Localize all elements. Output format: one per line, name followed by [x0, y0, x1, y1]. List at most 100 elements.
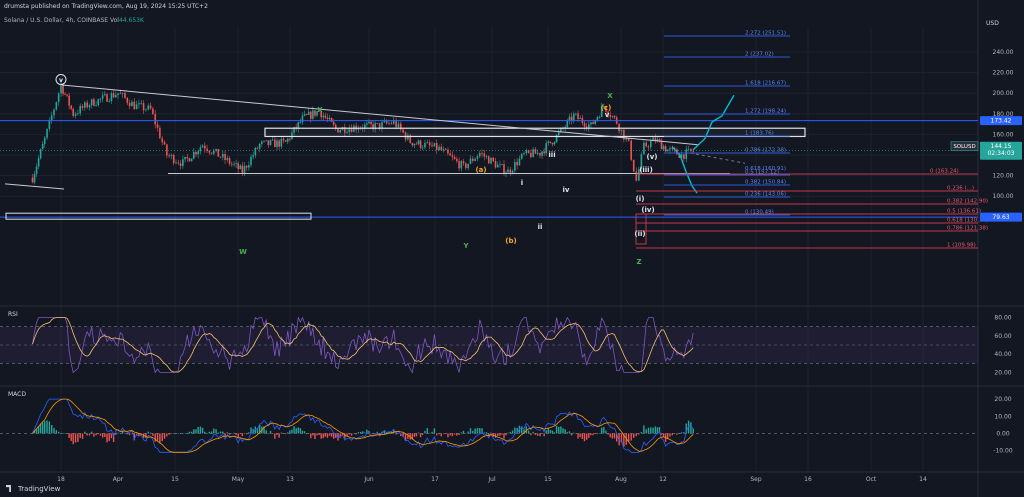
macd-hist-bar-9: [50, 425, 53, 434]
macd-hist-bar-242: [566, 432, 569, 434]
macd-hist-bar-199: [472, 430, 474, 434]
candle-body-79: [208, 150, 211, 153]
currency-label[interactable]: USD: [986, 20, 999, 27]
macd-hist-bar-196: [465, 433, 467, 434]
macd-hist-bar-262: [609, 433, 611, 438]
macd-hist-bar-59: [163, 433, 166, 439]
macd-hist-bar-14: [62, 433, 64, 434]
macd-hist-bar-110: [276, 433, 278, 435]
macd-hist-bar-89: [231, 433, 233, 434]
candle-body-42: [124, 93, 126, 98]
time-tick-4: 13: [286, 476, 294, 483]
macd-hist-bar-235: [551, 430, 554, 434]
macd-hist-bar-145: [350, 433, 353, 436]
macd-hist-bar-153: [368, 430, 370, 434]
macd-hist-bar-240: [562, 428, 564, 434]
macd-hist-bar-148: [357, 432, 360, 434]
candle-body-48: [138, 103, 140, 105]
macd-hist-bar-68: [184, 433, 186, 434]
wave-v-circle: [55, 74, 67, 85]
macd-hist-bar-115: [287, 432, 289, 434]
candle-body-159: [381, 122, 383, 129]
candle-body-154: [370, 121, 372, 125]
last-price-badge: [980, 141, 1022, 160]
candle-body-288: [669, 148, 671, 150]
candle-body-121: [299, 121, 302, 123]
macd-hist-bar-46: [133, 433, 135, 441]
candle-body-155: [372, 124, 374, 130]
candle-body-31: [99, 98, 102, 100]
candle-body-181: [431, 145, 433, 147]
candle-body-185: [440, 146, 443, 151]
publisher-line: drumsta published on TradingView.com, Au…: [4, 3, 208, 10]
macd-hist-bar-12: [57, 431, 60, 434]
macd-hist-bar-23: [81, 433, 84, 439]
macd-hist-bar-127: [312, 433, 314, 436]
macd-hist-bar-191: [453, 433, 456, 435]
macd-hist-bar-62: [170, 433, 173, 434]
candle-body-222: [523, 153, 525, 154]
candle-body-156: [374, 123, 376, 130]
candle-body-261: [607, 111, 609, 116]
projection-up: [692, 94, 735, 151]
macd-hist-bar-108: [271, 433, 274, 434]
macd-hist-bar-27: [90, 431, 93, 434]
candle-body-209: [494, 161, 497, 168]
price-tick-3: 180.00: [993, 111, 1014, 118]
candle-body-294: [683, 154, 685, 159]
macd-hist-bar-283: [658, 427, 661, 434]
candle-body-114: [284, 140, 287, 142]
macd-hist-bar-75: [199, 426, 202, 434]
candle-body-224: [527, 150, 530, 153]
macd-hist-bar-3: [37, 426, 40, 434]
candle-body-95: [243, 165, 246, 173]
symbol-legend[interactable]: Solana / U.S. Dollar, 4h, COINBASE Vol44…: [4, 17, 144, 24]
macd-hist-bar-239: [560, 426, 562, 434]
candle-body-176: [419, 140, 422, 148]
macd-hist-bar-43: [126, 433, 129, 435]
candle-body-93: [239, 165, 242, 169]
candle-body-116: [289, 138, 291, 140]
macd-hist-bar-91: [235, 433, 237, 435]
candle-body-82: [215, 148, 217, 151]
macd-hist-bar-264: [613, 433, 616, 439]
macd-hist-bar-174: [415, 433, 418, 437]
volume-label: Vol: [110, 17, 119, 24]
tradingview-brand[interactable]: TradingView: [6, 485, 60, 493]
macd-hist-bar-268: [623, 433, 625, 447]
macd-hist-bar-101: [256, 427, 259, 434]
dashed-projection: [689, 152, 746, 164]
candle-body-59: [163, 142, 166, 145]
candle-body-223: [525, 150, 528, 154]
macd-hist-bar-95: [243, 433, 246, 434]
macd-hist-bar-272: [633, 433, 635, 438]
macd-hist-bar-117: [291, 429, 293, 434]
macd-hist-bar-218: [514, 427, 516, 434]
macd-hist-bar-76: [201, 427, 204, 434]
candle-body-40: [119, 93, 122, 95]
candle-body-183: [435, 143, 438, 151]
macd-hist-bar-99: [252, 428, 254, 434]
macd-hist-bar-79: [208, 431, 211, 434]
candle-body-2: [35, 166, 38, 174]
candle-body-18: [70, 105, 72, 109]
wave-label-11: iii: [548, 151, 555, 159]
macd-hist-bar-275: [640, 432, 643, 434]
macd-hist-bar-98: [250, 427, 252, 434]
time-tick-10: 12: [659, 476, 667, 483]
macd-hist-bar-107: [269, 430, 272, 434]
candle-body-0: [31, 177, 34, 183]
macd-hist-bar-45: [131, 433, 133, 434]
candle-body-250: [583, 122, 586, 127]
macd-hist-bar-194: [460, 432, 462, 434]
time-tick-7: Jul: [487, 476, 496, 483]
candle-body-172: [411, 143, 414, 146]
fib-blue-label-0: 2.272 (251.51): [745, 31, 786, 37]
macd-hist-bar-63: [173, 433, 175, 434]
candle-body-144: [348, 128, 351, 133]
rsi-tick-1: 60.00: [994, 333, 1011, 340]
macd-hist-bar-281: [654, 426, 657, 434]
macd-hist-bar-137: [332, 433, 335, 439]
candle-body-102: [258, 143, 261, 149]
